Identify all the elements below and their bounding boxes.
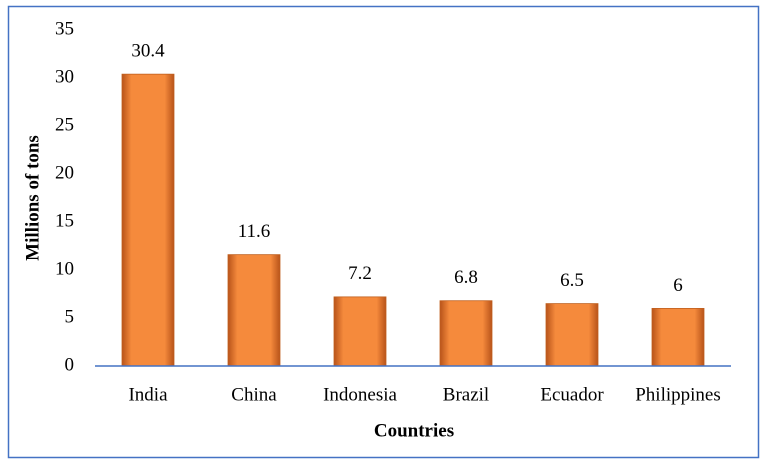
y-tick-label: 15 — [55, 210, 74, 231]
data-label: 6 — [673, 275, 683, 296]
y-tick-label: 10 — [55, 258, 74, 279]
y-tick-label: 0 — [65, 354, 75, 375]
data-label: 7.2 — [348, 263, 372, 284]
x-axis-title: Countries — [374, 420, 454, 441]
data-label: 11.6 — [238, 221, 271, 242]
y-tick-label: 5 — [65, 306, 75, 327]
data-label: 6.8 — [454, 267, 478, 288]
bar — [121, 73, 175, 367]
x-tick-label: Ecuador — [540, 384, 604, 405]
x-tick-label: Philippines — [635, 384, 721, 405]
bar — [333, 296, 387, 367]
y-tick-label: 20 — [55, 162, 74, 183]
chart-frame — [7, 5, 760, 459]
y-tick-label: 35 — [55, 18, 74, 39]
bar — [227, 254, 281, 367]
bar — [545, 303, 599, 367]
y-tick-label: 30 — [55, 66, 74, 87]
x-tick-label: Brazil — [443, 384, 489, 405]
data-label: 30.4 — [131, 41, 165, 62]
x-tick-label: Indonesia — [323, 384, 397, 405]
x-tick-label: India — [128, 384, 168, 405]
y-tick-label: 25 — [55, 114, 74, 135]
x-tick-label: China — [231, 384, 277, 405]
y-axis-title: Millions of tons — [22, 135, 43, 261]
data-label: 6.5 — [560, 270, 584, 291]
bar — [651, 307, 705, 367]
bar — [439, 300, 493, 367]
